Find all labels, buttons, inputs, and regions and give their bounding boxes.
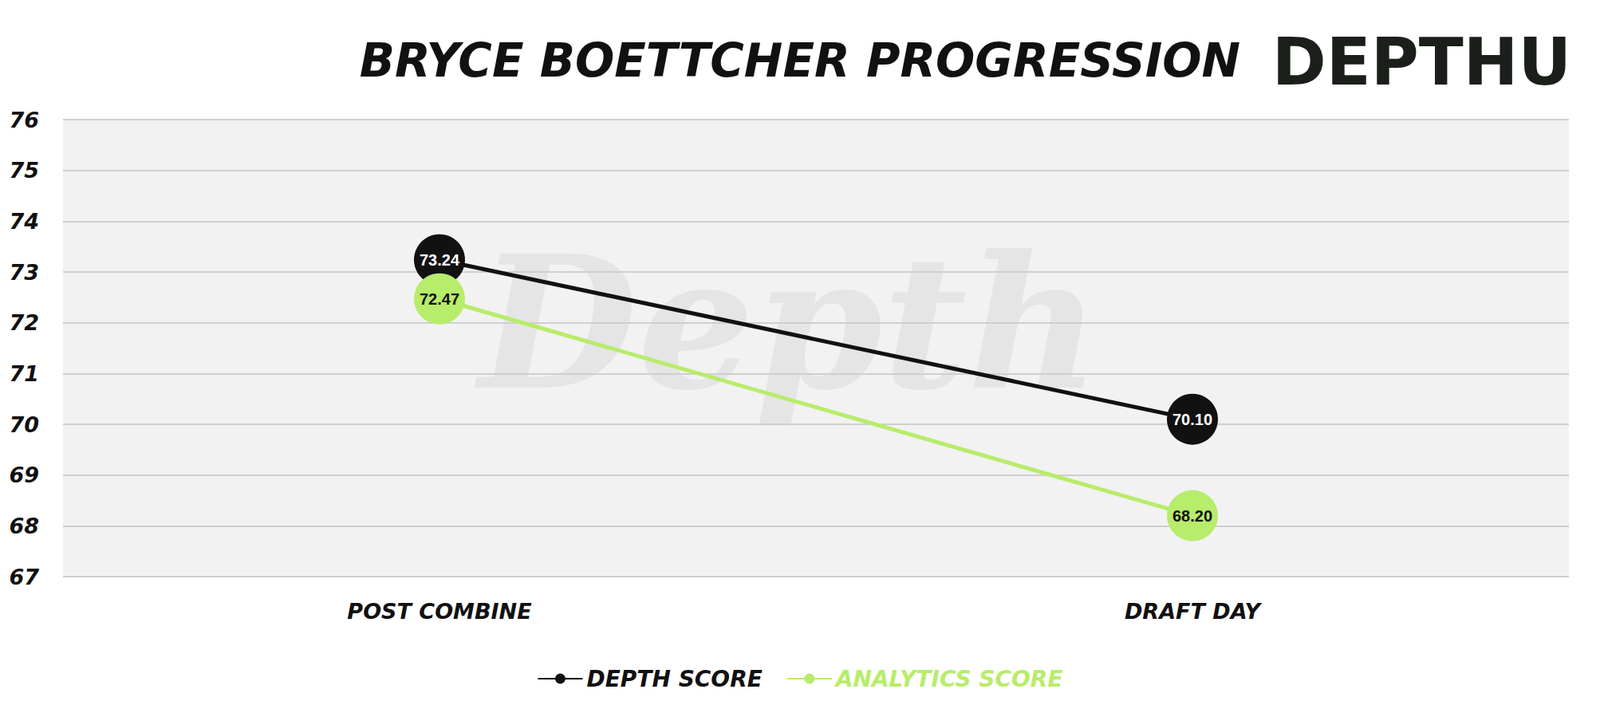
svg-text:BRYCE BOETTCHER PROGRESSION: BRYCE BOETTCHER PROGRESSION bbox=[359, 33, 1241, 88]
svg-text:73: 73 bbox=[8, 260, 40, 285]
svg-text:70: 70 bbox=[8, 412, 40, 438]
svg-text:70.10: 70.10 bbox=[1172, 410, 1213, 429]
svg-text:67: 67 bbox=[8, 564, 40, 590]
svg-text:71: 71 bbox=[8, 361, 40, 387]
svg-text:POST COMBINE: POST COMBINE bbox=[346, 599, 533, 624]
svg-text:DEPTHU: DEPTHU bbox=[1272, 23, 1572, 100]
svg-text:68: 68 bbox=[8, 513, 40, 539]
svg-text:ANALYTICS SCORE: ANALYTICS SCORE bbox=[834, 666, 1064, 693]
svg-text:DRAFT DAY: DRAFT DAY bbox=[1124, 599, 1263, 624]
svg-text:DEPTH SCORE: DEPTH SCORE bbox=[586, 666, 762, 693]
svg-text:74: 74 bbox=[8, 208, 40, 234]
svg-text:75: 75 bbox=[8, 157, 40, 183]
svg-text:72.47: 72.47 bbox=[419, 290, 460, 308]
svg-text:76: 76 bbox=[8, 107, 40, 133]
svg-text:73.24: 73.24 bbox=[419, 251, 461, 269]
svg-text:72: 72 bbox=[8, 310, 40, 335]
svg-text:68.20: 68.20 bbox=[1172, 507, 1213, 525]
svg-text:69: 69 bbox=[8, 462, 40, 488]
